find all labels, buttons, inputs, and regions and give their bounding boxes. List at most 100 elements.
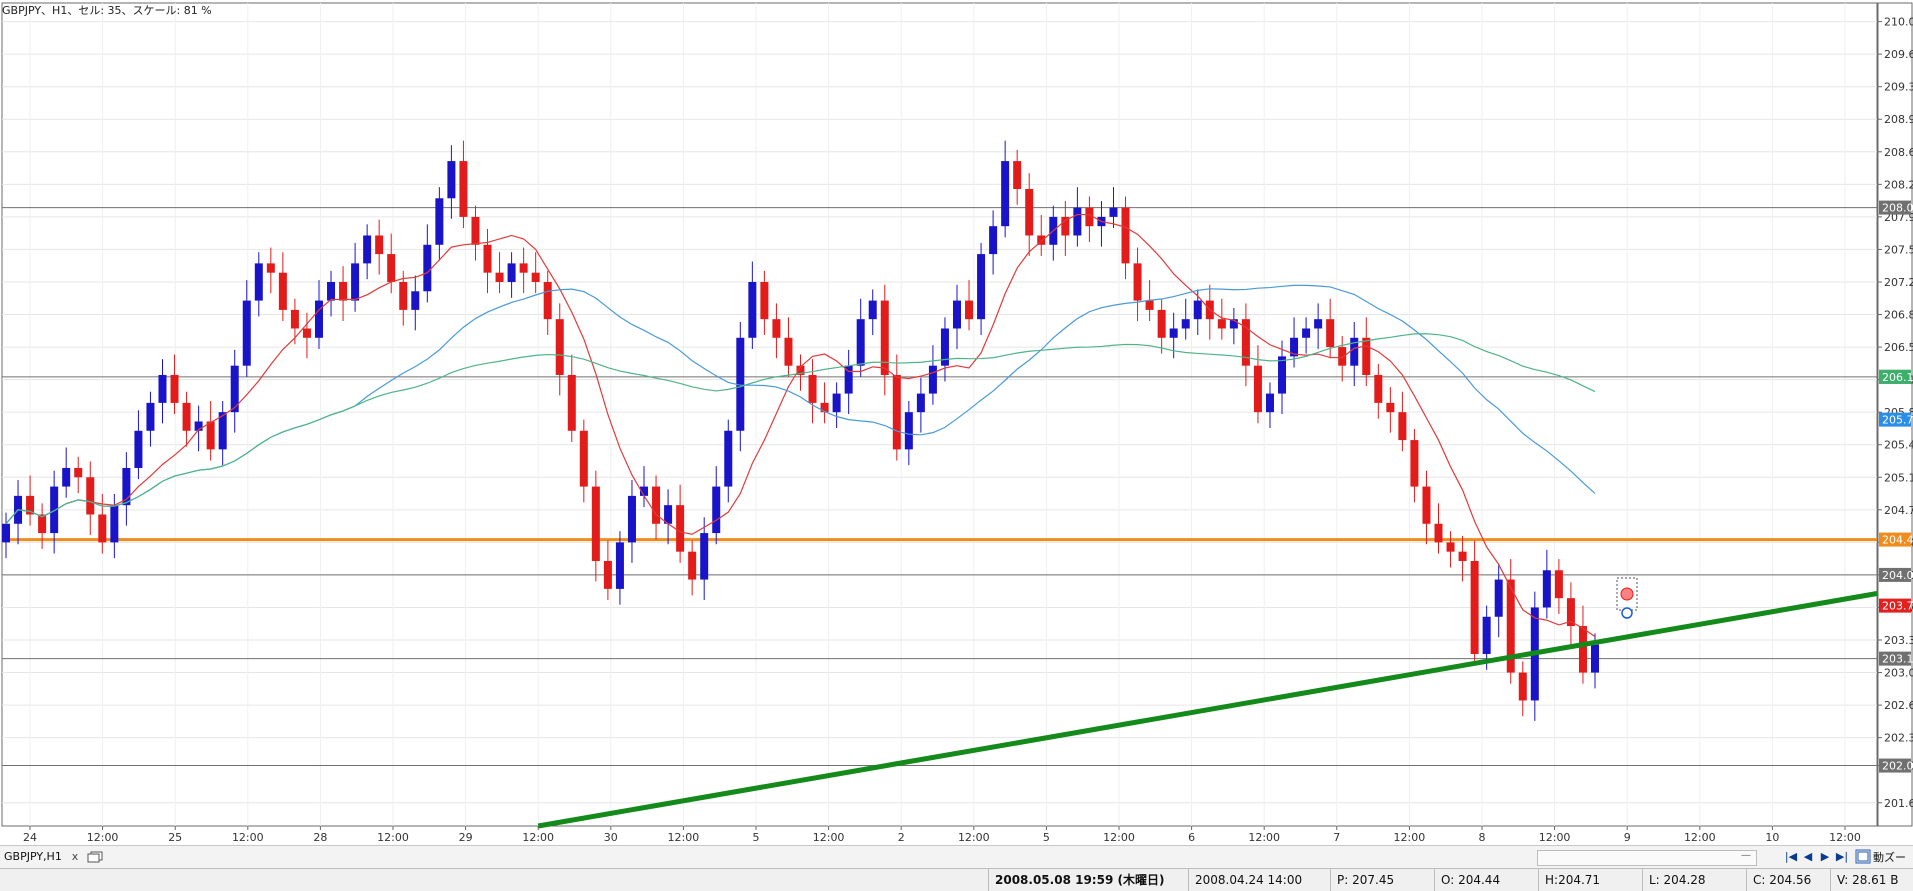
chart-canvas[interactable]: 210.00 209.65 209.30 208.95 208.60 208.25 207.… [0, 0, 1913, 845]
ma-slow-line [5, 333, 1596, 525]
thumbs-down-icon [1620, 587, 1634, 601]
candle-body [363, 235, 372, 264]
candle-body [26, 495, 35, 515]
zoom-label[interactable]: 動ズー [1873, 851, 1906, 864]
x-tick-label: 12:00 [958, 831, 990, 844]
candle-body [868, 300, 877, 320]
y-tick-label: 208.25 [1884, 178, 1913, 191]
candle-body [1518, 672, 1527, 701]
y-tick-label: 201.60 [1884, 797, 1913, 810]
first-page-icon[interactable]: |◀ [1784, 850, 1798, 863]
x-tick-label: 12:00 [377, 831, 409, 844]
candle-body [1073, 207, 1082, 236]
candle-body [940, 328, 949, 366]
x-tick-label: 12:00 [1684, 831, 1716, 844]
y-tick-label: 208.60 [1884, 146, 1913, 159]
candle-body [1253, 365, 1262, 413]
x-tick-label: 12:00 [1394, 831, 1426, 844]
candle-body [880, 300, 889, 375]
candle-body [567, 374, 576, 431]
candle-body [471, 216, 480, 245]
candle-body [1458, 551, 1467, 561]
x-tick-label: 28 [313, 831, 327, 844]
candle-body [1591, 644, 1599, 673]
candle-body [182, 402, 191, 431]
last-page-icon[interactable]: ▶| [1835, 850, 1849, 863]
tab-close-icon[interactable]: x [71, 850, 79, 863]
candle-body [1145, 300, 1154, 310]
plot-area [1, 2, 1878, 827]
y-tick-label: 209.65 [1884, 48, 1913, 61]
candle-body [86, 477, 95, 515]
candle-body [712, 486, 721, 534]
candle-body [519, 263, 528, 273]
candle-body [194, 421, 203, 431]
candle-body [314, 300, 323, 338]
candle-body [916, 393, 925, 413]
candle-body [1109, 207, 1118, 217]
chart-area[interactable]: 210.00 209.65 209.30 208.95 208.60 208.25 207.… [0, 0, 1913, 845]
x-tick-label: 30 [604, 831, 618, 844]
candle-body [615, 542, 624, 589]
ma-fast-line [5, 213, 1596, 638]
candle-body [290, 309, 299, 329]
previous-icon[interactable]: ◀ [1803, 850, 1813, 863]
candle-body [1398, 412, 1407, 441]
candle-body [351, 263, 360, 301]
chart-tab-bar: GBPJPY,H1 x [0, 845, 1913, 868]
zoom-icon[interactable] [1855, 849, 1871, 864]
candle-body [591, 486, 600, 561]
level-badge-label: 203.15 [1882, 653, 1913, 666]
y-tick-label: 207.55 [1884, 243, 1913, 256]
candle-body [158, 374, 167, 403]
candle-body [387, 254, 396, 282]
candle-body [1025, 188, 1034, 236]
x-tick-label: 12:00 [668, 831, 700, 844]
candle-body [1542, 570, 1551, 608]
candle-body [110, 505, 119, 543]
candle-body [579, 430, 588, 487]
x-tick-label: 12:00 [232, 831, 264, 844]
price-badge [1879, 412, 1911, 427]
x-tick-label: 12:00 [1829, 831, 1861, 844]
chart-tab[interactable]: GBPJPY,H1 [4, 850, 62, 863]
chart-scrollbar[interactable] [1537, 850, 1757, 866]
y-tick-label: 209.30 [1884, 81, 1913, 94]
candle-body [1278, 356, 1287, 394]
candle-body [856, 319, 865, 366]
level-badge [1879, 651, 1911, 666]
candle-body [254, 263, 263, 301]
candle-body [38, 514, 47, 534]
y-tick-label: 202.65 [1884, 699, 1913, 712]
status-datetime: 2008.05.08 19:59 (木曜日) [988, 869, 1190, 891]
candle-body [736, 337, 745, 431]
candle-body [302, 328, 311, 338]
candle-body [1554, 570, 1563, 599]
status-bar-time: 2008.04.24 14:00 [1188, 869, 1333, 891]
y-tick-label: 206.50 [1884, 341, 1913, 354]
candle-body [1265, 393, 1274, 413]
candle-body [230, 365, 239, 413]
x-tick-label: 25 [168, 831, 182, 844]
next-icon[interactable]: ▶ [1820, 850, 1830, 863]
candle-body [1350, 337, 1359, 366]
candle-body [928, 365, 937, 394]
y-tick-label: 206.85 [1884, 309, 1913, 322]
window-restore-icon[interactable] [87, 851, 103, 863]
candle-body [1362, 337, 1371, 375]
price-badge-label: 205.72 [1882, 414, 1913, 427]
price-badge [1879, 598, 1911, 613]
candle-body [688, 551, 697, 580]
scrollbar-thumb[interactable]: — [1741, 850, 1751, 861]
candle-body [50, 486, 59, 534]
x-tick-label: 2 [898, 831, 905, 844]
x-tick-label: 29 [459, 831, 473, 844]
candle-body [543, 281, 552, 320]
candle-body [1470, 560, 1479, 654]
candle-body [1434, 523, 1443, 543]
candle-body [808, 374, 817, 403]
level-badge [1879, 200, 1911, 215]
candle-body [1181, 319, 1190, 329]
candle-body [676, 505, 685, 552]
level-badge-label: 202.00 [1882, 760, 1913, 773]
